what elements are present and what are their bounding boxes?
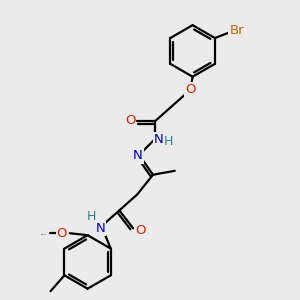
Text: N: N [96, 222, 105, 235]
Text: H: H [164, 135, 173, 148]
Text: O: O [57, 227, 67, 240]
Text: O: O [185, 83, 196, 96]
Text: O: O [135, 224, 145, 237]
Text: O: O [125, 114, 135, 127]
Text: Br: Br [230, 24, 244, 37]
Text: H: H [87, 210, 96, 223]
Text: N: N [154, 133, 164, 146]
Text: N: N [133, 149, 143, 162]
Text: methoxy: methoxy [41, 234, 47, 235]
